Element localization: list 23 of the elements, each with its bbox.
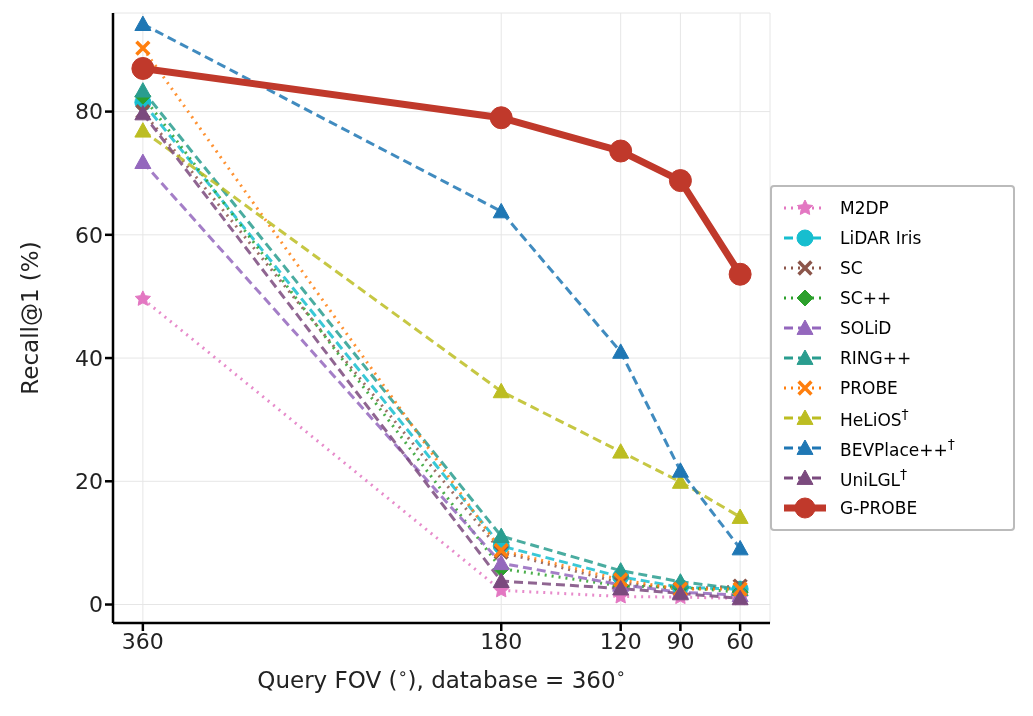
legend-label: PROBE <box>840 378 898 398</box>
x-axis-title: Query FOV ($^{∘}$), database = 360$^{∘}$ <box>257 663 626 693</box>
legend-label: SOLiD <box>840 318 892 338</box>
legend-label: HeLiOS$^{†}$ <box>840 406 909 430</box>
y-tick-label: 60 <box>75 222 103 248</box>
y-tick-label: 0 <box>89 592 103 618</box>
y-tick-label: 40 <box>75 345 103 371</box>
legend-label: SC++ <box>840 288 892 308</box>
legend-label: G-PROBE <box>840 498 918 518</box>
y-tick-label: 80 <box>75 99 103 125</box>
y-tick-label: 20 <box>75 469 103 495</box>
x-tick-label: 180 <box>480 628 523 654</box>
x-tick-label: 360 <box>121 628 164 654</box>
legend-label: BEVPlace++$^{†}$ <box>840 436 955 460</box>
legend-label: SC <box>840 258 863 278</box>
x-tick-label: 90 <box>666 628 695 654</box>
legend-label: LiDAR Iris <box>840 228 922 248</box>
legend-label: UniLGL$^{†}$ <box>840 466 908 490</box>
x-tick-label: 120 <box>599 628 642 654</box>
y-axis-title: Recall@1 (%) <box>17 241 43 395</box>
legend-label: M2DP <box>840 198 889 218</box>
x-tick-label: 60 <box>726 628 755 654</box>
legend-label: RING++ <box>840 348 912 368</box>
